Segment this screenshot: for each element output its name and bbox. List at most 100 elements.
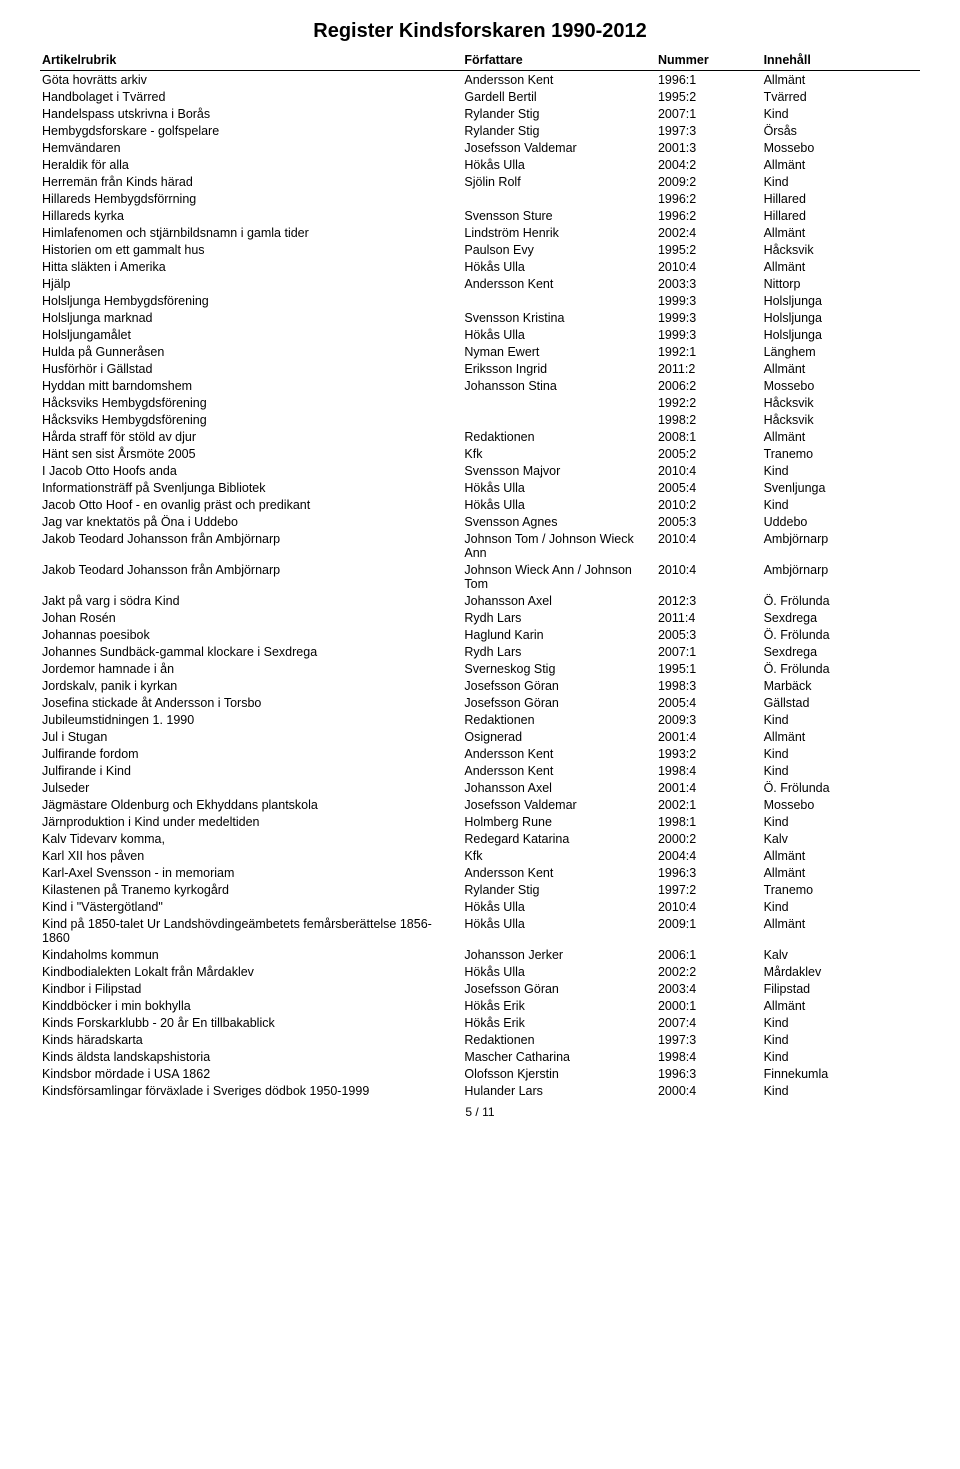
table-row: Kind på 1850-talet Ur Landshövdingeämbet… bbox=[40, 915, 920, 946]
table-cell: Hökås Ulla bbox=[462, 963, 656, 980]
table-cell: Kfk bbox=[462, 847, 656, 864]
table-cell: Historien om ett gammalt hus bbox=[40, 241, 462, 258]
table-cell: 2007:4 bbox=[656, 1014, 762, 1031]
col-header-forfattare: Författare bbox=[462, 51, 656, 71]
table-cell: Holsljunga bbox=[762, 292, 920, 309]
table-cell: 1999:3 bbox=[656, 309, 762, 326]
table-cell: 2010:4 bbox=[656, 898, 762, 915]
table-cell: Haglund Karin bbox=[462, 626, 656, 643]
table-cell: Jordskalv, panik i kyrkan bbox=[40, 677, 462, 694]
table-row: Holsljunga Hembygdsförening1999:3Holslju… bbox=[40, 292, 920, 309]
table-cell: Mascher Catharina bbox=[462, 1048, 656, 1065]
table-row: Jakob Teodard Johansson från AmbjörnarpJ… bbox=[40, 530, 920, 561]
table-cell: Jägmästare Oldenburg och Ekhyddans plant… bbox=[40, 796, 462, 813]
table-row: Julfirande fordomAndersson Kent1993:2Kin… bbox=[40, 745, 920, 762]
table-row: Johannes Sundbäck-gammal klockare i Sexd… bbox=[40, 643, 920, 660]
table-row: Kindbor i FilipstadJosefsson Göran2003:4… bbox=[40, 980, 920, 997]
table-cell: Hökås Ulla bbox=[462, 898, 656, 915]
table-cell: Kind bbox=[762, 1014, 920, 1031]
table-cell: 1992:1 bbox=[656, 343, 762, 360]
table-cell: 2005:3 bbox=[656, 626, 762, 643]
table-cell: Allmänt bbox=[762, 258, 920, 275]
table-cell: 2004:2 bbox=[656, 156, 762, 173]
table-cell: Olofsson Kjerstin bbox=[462, 1065, 656, 1082]
table-cell: 2007:1 bbox=[656, 643, 762, 660]
table-cell: Herremän från Kinds härad bbox=[40, 173, 462, 190]
table-cell: Andersson Kent bbox=[462, 745, 656, 762]
table-cell: Johansson Jerker bbox=[462, 946, 656, 963]
table-row: Hårda straff för stöld av djurRedaktione… bbox=[40, 428, 920, 445]
table-cell: 2001:4 bbox=[656, 728, 762, 745]
table-cell: Johannes Sundbäck-gammal klockare i Sexd… bbox=[40, 643, 462, 660]
table-cell: Gardell Bertil bbox=[462, 88, 656, 105]
table-cell: 2007:1 bbox=[656, 105, 762, 122]
table-row: Husförhör i GällstadEriksson Ingrid2011:… bbox=[40, 360, 920, 377]
table-cell: Hårda straff för stöld av djur bbox=[40, 428, 462, 445]
table-cell: Holsljungamålet bbox=[40, 326, 462, 343]
table-cell: Holsljunga bbox=[762, 309, 920, 326]
table-cell: Kind bbox=[762, 1082, 920, 1099]
table-cell: 2002:4 bbox=[656, 224, 762, 241]
table-row: Kilastenen på Tranemo kyrkogårdRylander … bbox=[40, 881, 920, 898]
table-cell bbox=[462, 411, 656, 428]
table-cell: 1993:2 bbox=[656, 745, 762, 762]
table-row: Karl XII hos påvenKfk2004:4Allmänt bbox=[40, 847, 920, 864]
table-cell: Paulson Evy bbox=[462, 241, 656, 258]
table-cell: Jag var knektatös på Öna i Uddebo bbox=[40, 513, 462, 530]
table-cell: Kind på 1850-talet Ur Landshövdingeämbet… bbox=[40, 915, 462, 946]
table-row: JulsederJohansson Axel2001:4Ö. Frölunda bbox=[40, 779, 920, 796]
register-table: Artikelrubrik Författare Nummer Innehåll… bbox=[40, 51, 920, 1099]
table-cell: Jordemor hamnade i ån bbox=[40, 660, 462, 677]
table-row: Håcksviks Hembygdsförening1992:2Håcksvik bbox=[40, 394, 920, 411]
table-cell: 2009:3 bbox=[656, 711, 762, 728]
table-cell: Kind bbox=[762, 813, 920, 830]
table-cell: Tranemo bbox=[762, 881, 920, 898]
table-row: Heraldik för allaHökås Ulla2004:2Allmänt bbox=[40, 156, 920, 173]
table-cell: 2003:4 bbox=[656, 980, 762, 997]
col-header-nummer: Nummer bbox=[656, 51, 762, 71]
table-cell: Hulander Lars bbox=[462, 1082, 656, 1099]
table-cell: Mossebo bbox=[762, 377, 920, 394]
table-cell: 1998:2 bbox=[656, 411, 762, 428]
table-cell: Kilastenen på Tranemo kyrkogård bbox=[40, 881, 462, 898]
table-cell: Svensson Kristina bbox=[462, 309, 656, 326]
table-cell: Kalv Tidevarv komma, bbox=[40, 830, 462, 847]
table-row: Jakt på varg i södra KindJohansson Axel2… bbox=[40, 592, 920, 609]
table-cell: Hökås Ulla bbox=[462, 479, 656, 496]
table-row: Kinds häradskartaRedaktionen1997:3Kind bbox=[40, 1031, 920, 1048]
table-row: Hulda på GunneråsenNyman Ewert1992:1Läng… bbox=[40, 343, 920, 360]
table-cell: Kind bbox=[762, 745, 920, 762]
table-cell: Filipstad bbox=[762, 980, 920, 997]
table-cell: Svensson Sture bbox=[462, 207, 656, 224]
table-row: HjälpAndersson Kent2003:3Nittorp bbox=[40, 275, 920, 292]
table-cell: Håcksvik bbox=[762, 241, 920, 258]
table-cell: Julfirande fordom bbox=[40, 745, 462, 762]
table-cell: Sverneskog Stig bbox=[462, 660, 656, 677]
table-cell: Eriksson Ingrid bbox=[462, 360, 656, 377]
table-row: Kind i "Västergötland"Hökås Ulla2010:4Ki… bbox=[40, 898, 920, 915]
table-cell: Informationsträff på Svenljunga Bibliote… bbox=[40, 479, 462, 496]
table-cell: 2006:1 bbox=[656, 946, 762, 963]
table-cell: Redaktionen bbox=[462, 711, 656, 728]
table-cell: Johnson Tom / Johnson Wieck Ann bbox=[462, 530, 656, 561]
table-cell: Josefsson Göran bbox=[462, 694, 656, 711]
table-cell: Uddebo bbox=[762, 513, 920, 530]
table-cell: Håcksviks Hembygdsförening bbox=[40, 394, 462, 411]
table-cell: Hitta släkten i Amerika bbox=[40, 258, 462, 275]
document-page: Register Kindsforskaren 1990-2012 Artike… bbox=[0, 0, 960, 1139]
table-cell: 2009:2 bbox=[656, 173, 762, 190]
table-cell: Håcksvik bbox=[762, 394, 920, 411]
table-cell: 1996:2 bbox=[656, 207, 762, 224]
table-cell: 2008:1 bbox=[656, 428, 762, 445]
table-cell: Mossebo bbox=[762, 796, 920, 813]
table-cell: 1996:2 bbox=[656, 190, 762, 207]
table-row: Kinds Forskarklubb - 20 år En tillbakabl… bbox=[40, 1014, 920, 1031]
table-row: Järnproduktion i Kind under medeltidenHo… bbox=[40, 813, 920, 830]
table-row: Josefina stickade åt Andersson i TorsboJ… bbox=[40, 694, 920, 711]
table-cell: Rydh Lars bbox=[462, 609, 656, 626]
table-cell: Marbäck bbox=[762, 677, 920, 694]
table-row: Kindaholms kommunJohansson Jerker2006:1K… bbox=[40, 946, 920, 963]
table-cell: 2002:1 bbox=[656, 796, 762, 813]
table-cell: Josefsson Valdemar bbox=[462, 139, 656, 156]
table-cell: Kind i "Västergötland" bbox=[40, 898, 462, 915]
